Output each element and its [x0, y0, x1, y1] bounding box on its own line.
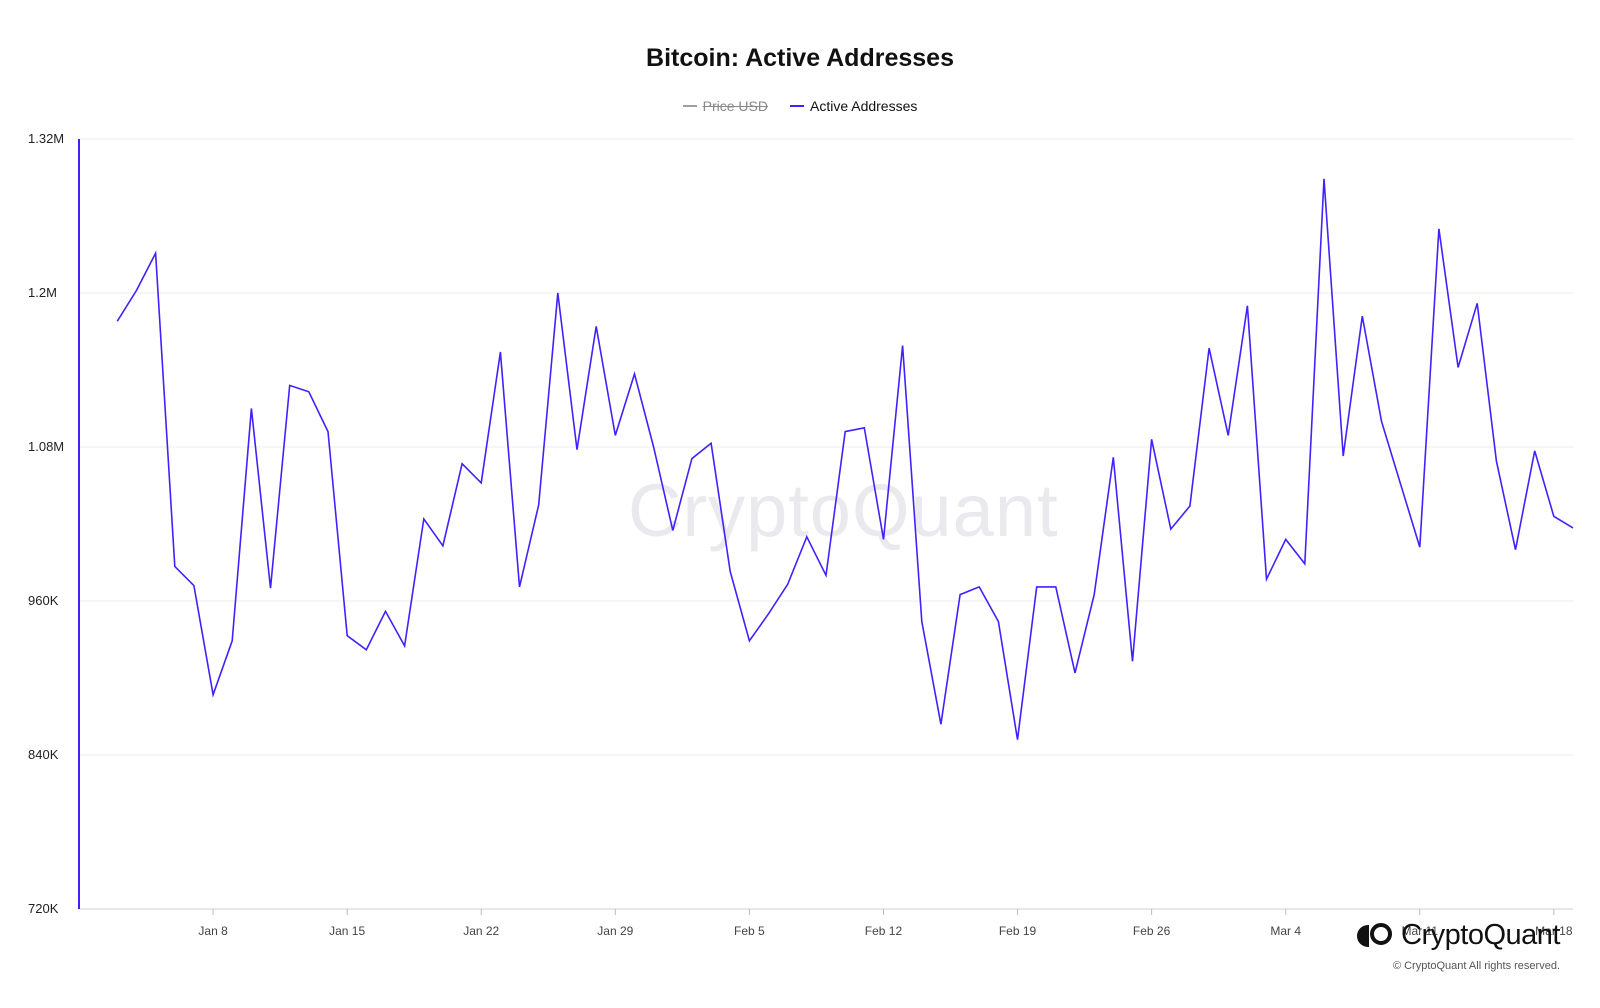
x-tick-label: Jan 22 [463, 924, 499, 938]
legend: Price USD Active Addresses [0, 98, 1600, 114]
brand-logo: CryptoQuant [1357, 919, 1560, 952]
legend-label-active-addresses: Active Addresses [809, 98, 918, 114]
x-tick-label: Feb 5 [734, 924, 765, 938]
legend-swatch-active-addresses [789, 105, 804, 107]
y-tick-label: 840K [28, 747, 59, 762]
y-tick-label: 1.2M [28, 285, 57, 300]
x-tick-label: Mar 4 [1270, 924, 1301, 938]
y-tick-label: 1.08M [28, 439, 64, 454]
x-tick-label: Feb 19 [999, 924, 1037, 938]
y-tick-label: 1.32M [28, 131, 64, 146]
series-line-active-addresses [116, 178, 1574, 740]
copyright: © CryptoQuant All rights reserved. [1392, 960, 1560, 972]
x-tick-label: Feb 12 [865, 924, 903, 938]
x-tick-label: Jan 8 [198, 924, 228, 938]
x-tick-label: Mar 18 [1535, 924, 1573, 938]
x-tick-label: Mar 11 [1402, 924, 1439, 938]
legend-item-price-usd[interactable]: Price USD [682, 98, 768, 114]
watermark: CryptoQuant [628, 469, 1059, 552]
x-tick-label: Jan 29 [597, 924, 633, 938]
y-tick-label: 720K [28, 901, 59, 916]
legend-label-price-usd: Price USD [702, 98, 768, 114]
brand-name: CryptoQuant [1401, 919, 1560, 951]
x-tick-label: Feb 26 [1133, 924, 1171, 938]
legend-swatch-price-usd [682, 105, 697, 107]
y-tick-label: 960K [28, 593, 59, 608]
chart-title: Bitcoin: Active Addresses [646, 44, 954, 72]
x-tick-label: Jan 15 [329, 924, 365, 938]
cryptoquant-logo-icon [1357, 922, 1393, 949]
legend-item-active-addresses[interactable]: Active Addresses [789, 98, 918, 114]
